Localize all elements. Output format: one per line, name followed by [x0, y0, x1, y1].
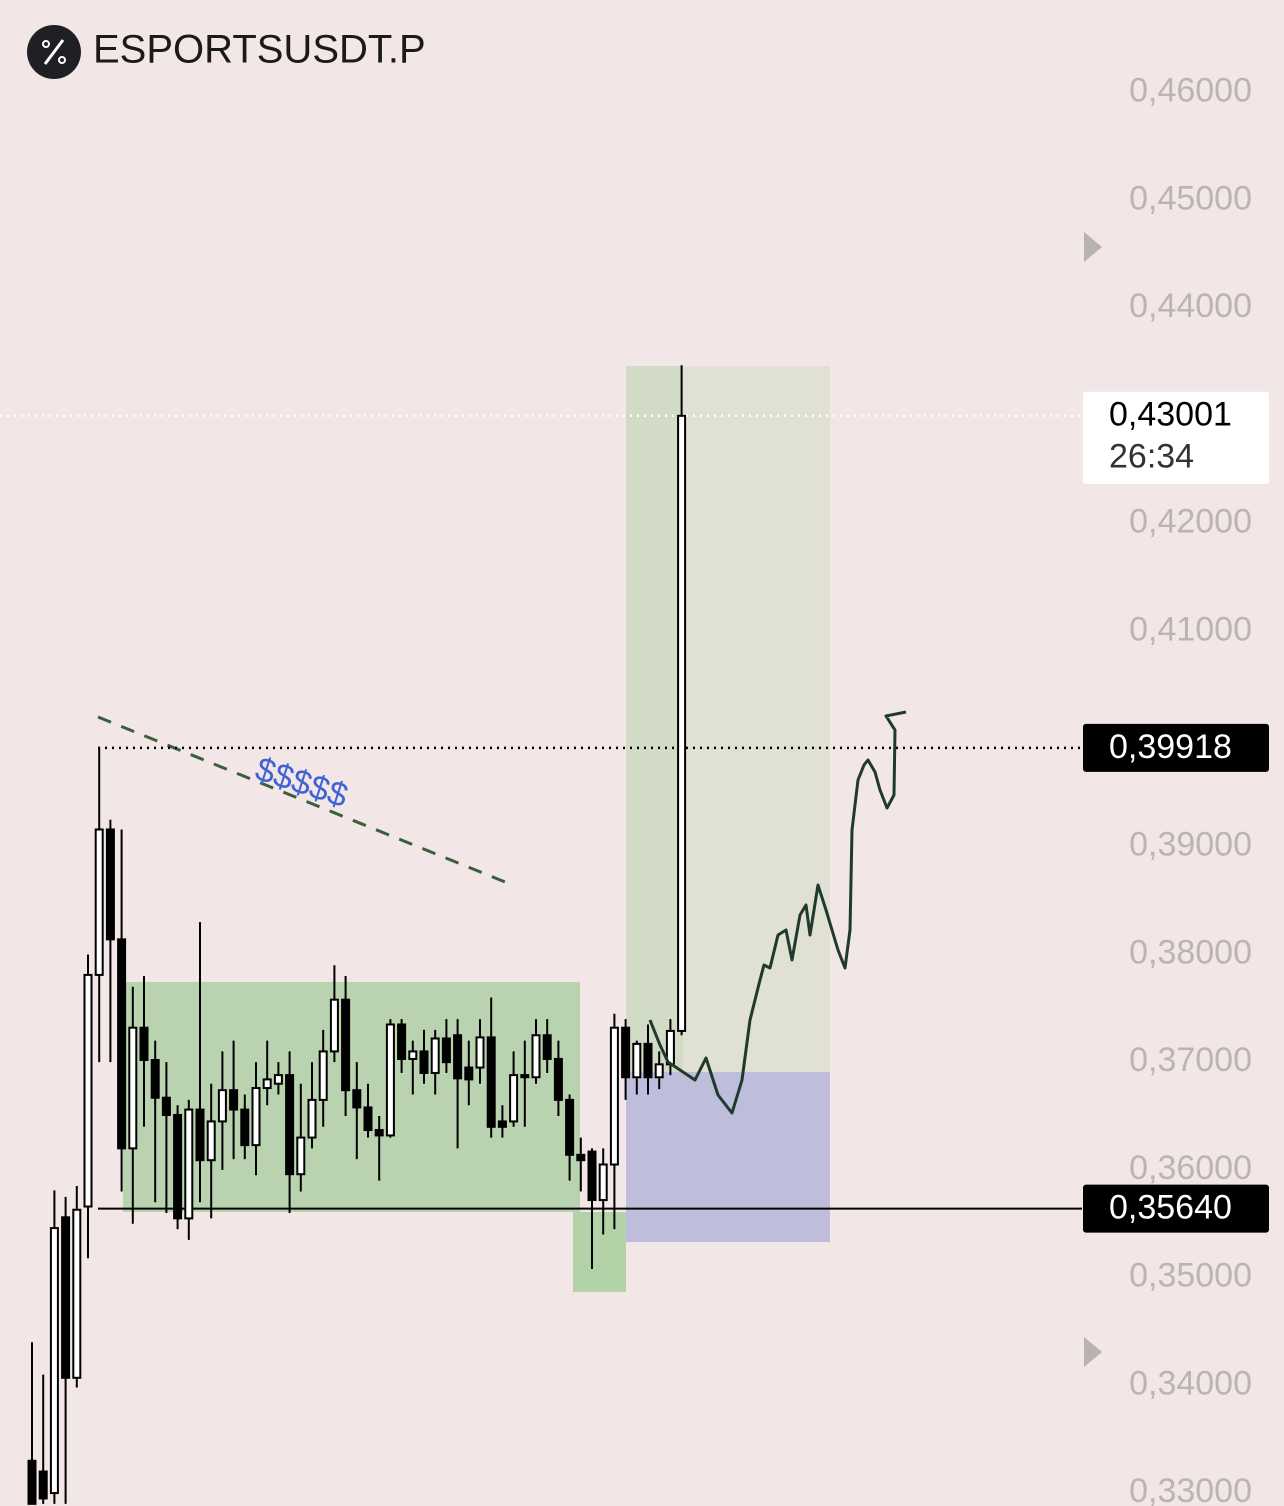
candle-body	[565, 1098, 575, 1156]
candle-body	[677, 414, 687, 1032]
candle-body	[363, 1106, 373, 1132]
projection-drawing	[648, 710, 907, 1115]
target-zone-left	[626, 366, 683, 1072]
price-lines	[0, 414, 1082, 1210]
candle-body	[520, 1074, 530, 1079]
symbol-title: ESPORTSUSDT.P	[93, 28, 426, 72]
candle-body	[150, 1059, 160, 1099]
candle-body	[105, 828, 115, 941]
candle-body	[285, 1074, 295, 1176]
y-tick-label: 0,37000	[1129, 1041, 1252, 1079]
candle-body	[273, 1074, 283, 1085]
y-tick-label: 0,34000	[1129, 1364, 1252, 1402]
candle-body	[329, 998, 339, 1053]
candle-body	[497, 1120, 507, 1128]
price-label: 0,35640	[1109, 1189, 1232, 1227]
candle-body	[296, 1136, 306, 1176]
annotation: $$$$$	[251, 750, 353, 815]
candle-body	[643, 1042, 653, 1079]
candle-body	[38, 1470, 48, 1500]
logo-glyph	[43, 39, 65, 65]
candle-body	[486, 1036, 496, 1128]
candle-body	[206, 1120, 216, 1162]
candle-body	[251, 1087, 261, 1147]
candle-body	[419, 1050, 429, 1074]
y-tick-label: 0,42000	[1129, 503, 1252, 541]
candle-body	[430, 1037, 440, 1074]
candle-body	[195, 1108, 205, 1162]
candle-body	[27, 1459, 37, 1505]
candle-body	[453, 1034, 463, 1080]
y-tick-label: 0,45000	[1129, 179, 1252, 217]
candle-body	[352, 1089, 362, 1109]
candle-body	[229, 1089, 239, 1111]
candle-body	[475, 1036, 485, 1069]
y-tick-label: 0,46000	[1129, 72, 1252, 110]
candle-body	[94, 828, 104, 976]
sweep-zone	[573, 1212, 626, 1292]
y-tick-label: 0,38000	[1129, 933, 1252, 971]
candle-body	[184, 1108, 194, 1220]
y-tick-label: 0,33000	[1129, 1472, 1252, 1506]
price-label: 0,39918	[1109, 728, 1232, 766]
candle-body	[408, 1050, 418, 1060]
candle-body	[161, 1096, 171, 1116]
candle-body	[374, 1129, 384, 1137]
candle-body	[240, 1108, 250, 1147]
candle-body	[83, 973, 93, 1208]
scroll-arrow[interactable]	[1084, 1337, 1102, 1367]
price-label-box	[1083, 723, 1269, 772]
candle-body	[609, 1026, 619, 1166]
candle-body	[139, 1026, 149, 1062]
candle-body	[128, 1026, 138, 1150]
candle-body	[632, 1042, 642, 1079]
candle-body	[509, 1074, 519, 1123]
candle-body	[542, 1034, 552, 1060]
price-label-box	[1083, 391, 1269, 484]
candle-body	[464, 1066, 474, 1081]
candle-body	[217, 1089, 227, 1123]
candle-body	[318, 1050, 328, 1101]
logo-glyph	[58, 56, 66, 64]
candle-body	[307, 1098, 317, 1139]
y-tick-label: 0,44000	[1129, 287, 1252, 325]
countdown: 26:34	[1109, 438, 1194, 476]
candle-body	[49, 1227, 59, 1495]
y-tick-label: 0,41000	[1129, 610, 1252, 648]
candle-body	[587, 1150, 597, 1202]
logo-glyph	[42, 40, 50, 48]
y-tick-label: 0,35000	[1129, 1257, 1252, 1295]
candle-body	[576, 1153, 586, 1162]
stop-zone	[626, 1072, 830, 1242]
price-label: 0,43001	[1109, 396, 1232, 434]
candle-body	[598, 1163, 608, 1202]
price-axis: 0,460000,450000,440000,430000,420000,410…	[1083, 72, 1269, 1506]
candle-body	[61, 1216, 71, 1379]
y-tick-label: 0,36000	[1129, 1149, 1252, 1187]
candle-body	[341, 998, 351, 1092]
candle-body	[553, 1057, 563, 1101]
candle-body	[173, 1113, 183, 1220]
price-label-box	[1083, 1184, 1269, 1233]
candle-body	[441, 1037, 451, 1064]
y-tick-label: 0,39000	[1129, 826, 1252, 864]
candle-body	[262, 1078, 272, 1090]
candle-body	[72, 1208, 82, 1379]
candle-body	[531, 1034, 541, 1079]
candles	[27, 365, 687, 1505]
candle-body	[385, 1023, 395, 1137]
candle-body	[621, 1026, 631, 1079]
candle-body	[654, 1063, 664, 1079]
scroll-arrow[interactable]	[1084, 232, 1102, 262]
candle-body	[397, 1023, 407, 1060]
candle-body	[117, 938, 127, 1150]
